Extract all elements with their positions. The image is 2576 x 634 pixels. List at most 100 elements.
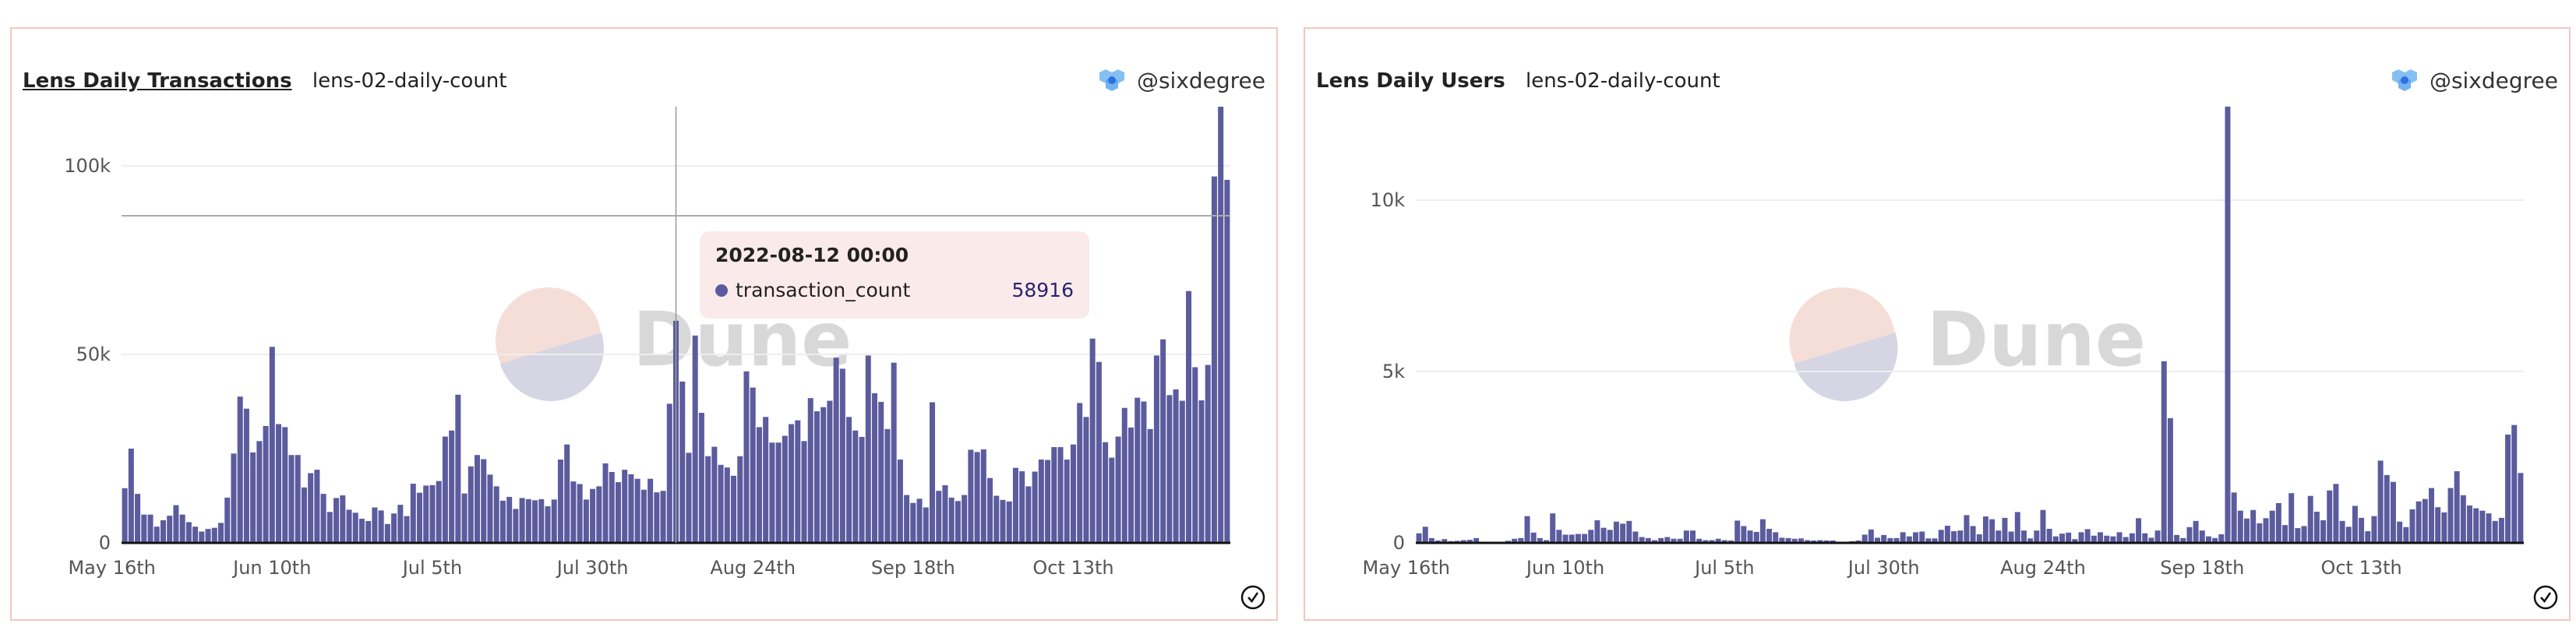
bar bbox=[930, 402, 936, 543]
bar bbox=[846, 417, 852, 543]
bar bbox=[2377, 460, 2384, 543]
bar bbox=[1900, 532, 1906, 543]
bar bbox=[340, 495, 346, 543]
bar bbox=[1218, 107, 1224, 544]
bar bbox=[1544, 540, 1550, 543]
bar bbox=[2313, 511, 2320, 543]
bar bbox=[1109, 457, 1115, 543]
bar bbox=[1703, 540, 1709, 543]
bar bbox=[654, 492, 660, 543]
bar bbox=[1805, 540, 1811, 543]
bar bbox=[1588, 530, 1594, 543]
bar bbox=[1728, 540, 1734, 543]
bar bbox=[1025, 486, 1032, 543]
bar bbox=[974, 452, 980, 543]
bar bbox=[1562, 534, 1569, 543]
bar bbox=[2034, 530, 2040, 543]
bar bbox=[897, 460, 903, 543]
bar bbox=[2046, 528, 2052, 543]
bar bbox=[2104, 535, 2110, 543]
chart-tooltip: 2022-08-12 00:00 transaction_count 58916 bbox=[700, 231, 1089, 319]
bar bbox=[1658, 537, 1664, 543]
series-dot-icon bbox=[715, 284, 728, 297]
bar bbox=[2091, 535, 2097, 543]
bar bbox=[1192, 367, 1198, 543]
bar bbox=[2142, 533, 2148, 543]
bar bbox=[602, 463, 609, 543]
bar bbox=[288, 455, 295, 543]
bar bbox=[2486, 513, 2492, 543]
bar bbox=[2084, 529, 2091, 543]
bar bbox=[199, 531, 205, 543]
bar bbox=[2193, 520, 2199, 543]
bar bbox=[936, 491, 942, 543]
check-circle-icon[interactable] bbox=[1240, 585, 1265, 610]
y-tick-label: 0 bbox=[99, 532, 111, 554]
bar bbox=[2250, 509, 2257, 543]
bar bbox=[2365, 531, 2371, 543]
bar bbox=[2059, 534, 2065, 543]
bar bbox=[859, 436, 865, 543]
bar bbox=[1893, 537, 1900, 543]
bar bbox=[506, 496, 513, 543]
bar bbox=[1198, 400, 1205, 543]
chart-title[interactable]: Lens Daily Users bbox=[1316, 69, 1505, 93]
bar bbox=[474, 455, 481, 543]
bar bbox=[2066, 532, 2072, 543]
bar bbox=[160, 520, 166, 543]
bar bbox=[1134, 397, 1141, 543]
bar bbox=[397, 505, 404, 543]
x-tick-label: Sep 18th bbox=[871, 557, 955, 579]
bar bbox=[1747, 530, 1753, 543]
bar bbox=[1518, 537, 1524, 543]
bar bbox=[2072, 539, 2078, 543]
bar bbox=[493, 486, 499, 543]
x-tick-label: Jul 30th bbox=[1847, 557, 1920, 579]
bar bbox=[276, 424, 282, 543]
bar bbox=[628, 474, 634, 543]
bar bbox=[2052, 536, 2059, 543]
bar bbox=[1057, 447, 1064, 543]
bar bbox=[891, 362, 897, 543]
bar bbox=[775, 442, 782, 543]
bar bbox=[955, 501, 961, 543]
bar bbox=[564, 444, 570, 543]
bar bbox=[179, 514, 185, 543]
bar bbox=[2199, 530, 2205, 543]
bar bbox=[1734, 520, 1741, 543]
bar bbox=[1083, 417, 1089, 543]
bar bbox=[1996, 530, 2002, 543]
bar bbox=[1607, 530, 1613, 543]
bar bbox=[692, 335, 698, 543]
bar bbox=[2269, 510, 2275, 543]
x-tick-label: Sep 18th bbox=[2160, 557, 2244, 579]
bar bbox=[2014, 512, 2020, 543]
bar bbox=[147, 514, 154, 543]
bar bbox=[2479, 510, 2486, 543]
bar bbox=[609, 472, 615, 543]
bar bbox=[1038, 460, 1044, 543]
bar bbox=[1153, 355, 1159, 543]
bar bbox=[538, 498, 545, 543]
bar bbox=[1569, 534, 1575, 543]
bar bbox=[295, 455, 301, 543]
bar bbox=[1798, 538, 1804, 543]
bar bbox=[820, 407, 827, 543]
bar bbox=[519, 498, 525, 543]
author[interactable]: @sixdegree bbox=[1098, 66, 1265, 94]
bar bbox=[698, 413, 704, 543]
users-bar-chart: Dune 0 5k 10k May 16th Jun 10th Jul 5th Jul 30t… bbox=[1363, 106, 2524, 579]
check-circle-icon[interactable] bbox=[2533, 585, 2558, 610]
y-tick-label: 100k bbox=[64, 155, 111, 177]
bar bbox=[570, 481, 577, 543]
bar bbox=[1012, 467, 1018, 543]
bar bbox=[1671, 538, 1677, 543]
bar bbox=[1626, 520, 1632, 543]
bar bbox=[1466, 540, 1473, 543]
bar bbox=[1045, 460, 1051, 543]
author[interactable]: @sixdegree bbox=[2391, 66, 2558, 94]
bar bbox=[1811, 540, 1817, 543]
x-tick-label: Oct 13th bbox=[1032, 557, 1113, 579]
bar bbox=[320, 494, 326, 543]
chart-title-link[interactable]: Lens Daily Transactions bbox=[23, 69, 292, 93]
